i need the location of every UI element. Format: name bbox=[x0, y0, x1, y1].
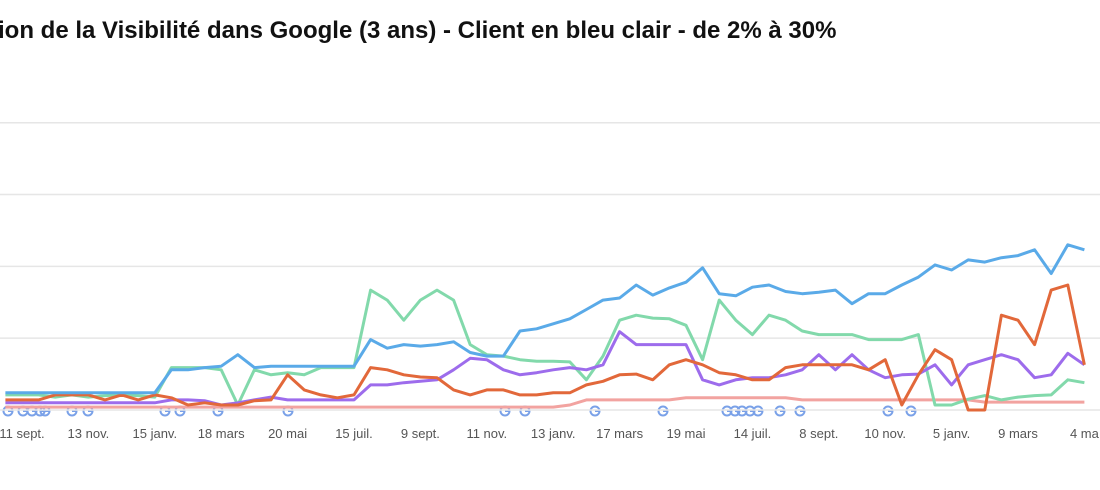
x-tick-label: 5 janv. bbox=[933, 426, 970, 441]
series-line bbox=[5, 243, 1085, 395]
x-tick-label: 15 janv. bbox=[133, 426, 178, 441]
x-tick-label: 9 sept. bbox=[401, 426, 440, 441]
series-line bbox=[5, 330, 1086, 407]
x-tick-label: 19 mai bbox=[666, 426, 705, 441]
x-tick-label: 18 mars bbox=[198, 426, 245, 441]
series-line bbox=[5, 288, 1085, 407]
x-tick-label: 13 janv. bbox=[531, 426, 576, 441]
x-tick-label: 11 nov. bbox=[466, 426, 507, 441]
x-tick-label: 13 nov. bbox=[68, 426, 110, 441]
series-line bbox=[5, 283, 1086, 412]
x-tick-label: 20 mai bbox=[268, 426, 307, 441]
chart-title: ion de la Visibilité dans Google (3 ans)… bbox=[0, 17, 836, 44]
x-tick-label: 10 nov. bbox=[864, 426, 906, 441]
x-tick-label: 17 mars bbox=[596, 426, 643, 441]
x-tick-label: 11 sept. bbox=[0, 426, 45, 441]
x-tick-label: 15 juil. bbox=[335, 426, 373, 441]
x-tick-label: 14 juil. bbox=[734, 426, 772, 441]
x-tick-label: 8 sept. bbox=[799, 426, 838, 441]
x-tick-label: 4 ma bbox=[1070, 426, 1100, 441]
x-tick-label: 9 mars bbox=[998, 426, 1038, 441]
